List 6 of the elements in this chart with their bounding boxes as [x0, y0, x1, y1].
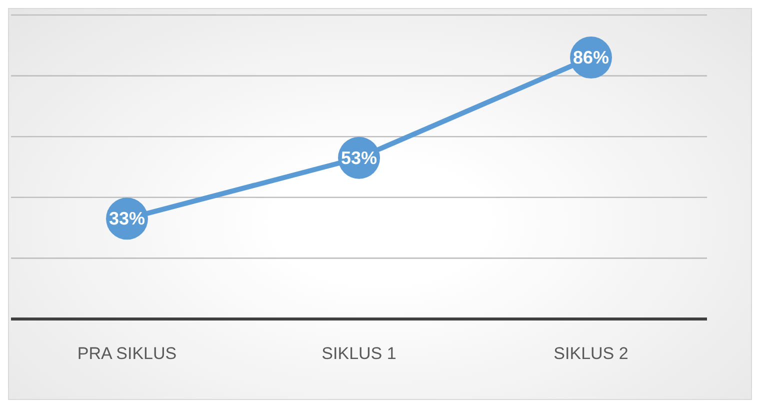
- data-label: 86%: [572, 48, 610, 68]
- x-tick-label: SIKLUS 2: [554, 344, 628, 364]
- x-tick-label: SIKLUS 1: [322, 344, 396, 364]
- data-label: 53%: [340, 148, 378, 168]
- x-tick-label: PRA SIKLUS: [77, 344, 177, 364]
- data-label: 33%: [108, 208, 146, 229]
